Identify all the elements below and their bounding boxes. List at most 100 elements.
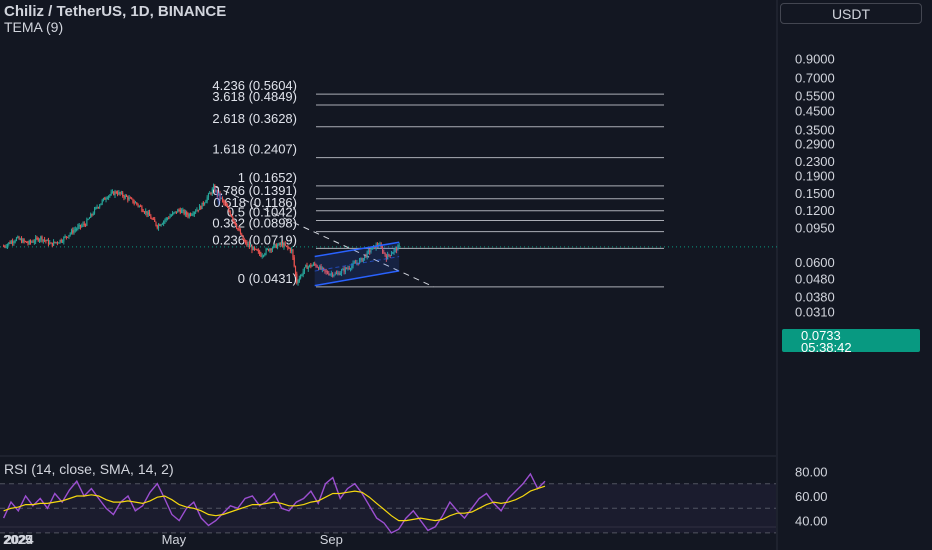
candle-body <box>146 211 148 215</box>
candle-body <box>216 190 218 195</box>
candle-body <box>104 198 106 200</box>
candle-body <box>83 223 85 225</box>
parallel-channel[interactable] <box>213 185 400 287</box>
candle-body <box>397 245 399 251</box>
candle-body <box>119 192 121 194</box>
candle-body <box>44 239 46 241</box>
candle-body <box>360 258 362 260</box>
candle-body <box>21 238 23 243</box>
candle-body <box>283 243 285 247</box>
candle-body <box>126 195 128 197</box>
rsi-grid <box>0 483 776 534</box>
candle-body <box>100 203 102 206</box>
candle-body <box>247 244 249 246</box>
candle-body <box>284 243 286 246</box>
candle-body <box>27 242 29 244</box>
price-tick-label: 0.1500 <box>795 186 835 201</box>
candle-body <box>302 271 304 275</box>
candle-body <box>347 268 349 270</box>
candle-body <box>353 262 355 264</box>
currency-button[interactable]: USDT <box>780 3 922 24</box>
candle-body <box>314 263 316 265</box>
candle-body <box>288 247 290 249</box>
candle-body <box>10 241 12 244</box>
candle-body <box>209 193 211 195</box>
candles <box>3 183 400 286</box>
candle-body <box>158 224 160 228</box>
candle-body <box>179 209 181 213</box>
candle-body <box>118 192 120 195</box>
candle-body <box>145 211 147 213</box>
candle-body <box>140 205 142 207</box>
candle-body <box>187 214 189 217</box>
candle-body <box>346 267 348 269</box>
candle-body <box>40 236 42 240</box>
candle-body <box>56 242 58 244</box>
candle-body <box>73 229 75 233</box>
candle-body <box>133 202 135 204</box>
candle-body <box>364 255 366 258</box>
symbol-title[interactable]: Chiliz / TetherUS, 1D, BINANCE <box>4 3 227 20</box>
candle-body <box>106 197 108 199</box>
candle-body <box>70 230 73 234</box>
candle-body <box>122 192 124 197</box>
candle-body <box>311 265 313 267</box>
candle-body <box>102 198 105 201</box>
candle-body <box>370 249 372 252</box>
candle-body <box>190 213 192 216</box>
candle-body <box>385 255 387 260</box>
candle-body <box>259 251 261 254</box>
fib-level-label: 1.618 (0.2407) <box>212 142 297 157</box>
rsi-pane: RSI (14, close, SMA, 14, 2) <box>2 461 546 534</box>
candle-body <box>382 247 384 253</box>
candle-body <box>220 198 222 200</box>
candle-body <box>117 193 119 195</box>
fibonacci-extension[interactable]: 4.236 (0.5604)3.618 (0.4849) 2.618 (0.362… <box>212 78 664 288</box>
candle-body <box>160 224 162 226</box>
candle-body <box>334 273 336 275</box>
indicator-label[interactable]: TEMA (9) <box>4 19 64 35</box>
candle-body <box>225 203 227 207</box>
candle-body <box>55 242 57 244</box>
candle-body <box>85 224 87 226</box>
candle-body <box>210 193 212 195</box>
candle-body <box>88 217 90 220</box>
candle-body <box>67 236 69 238</box>
candle-body <box>175 211 178 213</box>
candle-body <box>232 216 234 220</box>
candle-body <box>81 225 83 227</box>
candle-body <box>30 240 32 243</box>
channel-upper-line <box>314 241 400 258</box>
candle-body <box>337 272 339 274</box>
candle-body <box>193 212 195 215</box>
price-tick-label: 0.0950 <box>795 220 835 235</box>
candle-body <box>298 278 300 282</box>
candle-body <box>387 254 389 260</box>
fib-level-label: 4.236 (0.5604) <box>212 78 297 93</box>
candle-body <box>192 214 194 216</box>
candle-body <box>320 266 322 270</box>
time-tick-label: Sep <box>320 532 343 547</box>
candle-body <box>233 219 235 222</box>
fib-level-label: 0.5 (0.1042) <box>227 204 297 219</box>
candle-body <box>155 221 157 226</box>
candle-body <box>108 195 110 198</box>
candle-body <box>196 209 198 212</box>
candle-body <box>136 202 138 205</box>
candle-body <box>38 239 41 241</box>
candle-body <box>306 265 308 269</box>
candle-body <box>324 269 326 272</box>
candle-body <box>63 237 65 242</box>
candle-body <box>245 241 247 243</box>
candle-body <box>91 214 93 216</box>
candle-body <box>174 211 176 213</box>
candle-body <box>178 209 180 211</box>
candle-body <box>124 195 126 198</box>
candle-body <box>367 250 370 252</box>
candle-body <box>294 266 297 274</box>
candle-body <box>388 254 390 256</box>
candle-body <box>15 237 18 241</box>
trendline-layer[interactable] <box>0 185 777 288</box>
candle-body <box>94 208 96 214</box>
